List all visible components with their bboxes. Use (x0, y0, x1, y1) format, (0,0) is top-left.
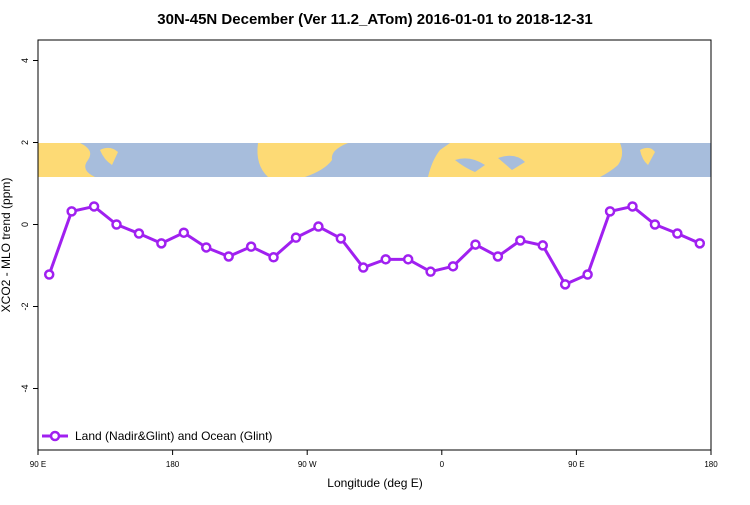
x-tick-label: 180 (704, 460, 718, 469)
data-point (559, 279, 571, 290)
series-line (47, 204, 701, 287)
x-tick-label: 90 E (568, 460, 584, 469)
data-point (537, 240, 548, 251)
data-point (133, 228, 145, 239)
plot-frame (37, 39, 712, 451)
y-tick-label: 2 (20, 140, 30, 145)
data-point (402, 254, 414, 265)
x-tick-label: 180 (166, 460, 180, 469)
y-tick-label: -2 (20, 302, 30, 310)
data-point (43, 269, 55, 280)
data-point (470, 239, 481, 250)
legend-label: Land (Nadir&Glint) and Ocean (Glint) (75, 429, 272, 443)
data-point (515, 235, 526, 246)
data-point (627, 201, 638, 212)
data-point (335, 233, 347, 244)
data-point (290, 232, 302, 243)
data-point (604, 206, 616, 217)
y-tick-label: 0 (20, 222, 30, 227)
data-point (201, 242, 212, 253)
data-point (111, 219, 122, 230)
data-point (88, 201, 100, 212)
chart-title: 30N-45N December (Ver 11.2_ATom) 2016-01… (157, 11, 593, 28)
data-point (223, 251, 234, 262)
x-axis-label: Longitude (deg E) (327, 476, 422, 490)
data-point (313, 221, 324, 232)
y-tick-label: -4 (20, 384, 30, 392)
y-axis-label: XCO2 - MLO trend (ppm) (0, 178, 13, 313)
map-strip (38, 143, 711, 177)
data-point (425, 266, 436, 277)
data-point (380, 254, 391, 265)
data-point (694, 238, 706, 249)
data-point (492, 251, 504, 262)
legend-marker (49, 430, 61, 442)
x-tick-label: 90 E (30, 460, 46, 469)
x-tick-label: 0 (440, 460, 445, 469)
x-tick-label: 90 W (298, 460, 317, 469)
data-point (649, 219, 661, 230)
data-point (66, 206, 77, 217)
data-point (447, 261, 459, 272)
data-point (245, 241, 257, 252)
data-point (268, 252, 279, 263)
data-point (672, 228, 683, 239)
data-point (178, 227, 190, 238)
data-point (358, 262, 369, 273)
y-tick-label: 4 (20, 58, 30, 63)
data-point (156, 238, 167, 249)
data-point (582, 269, 593, 280)
